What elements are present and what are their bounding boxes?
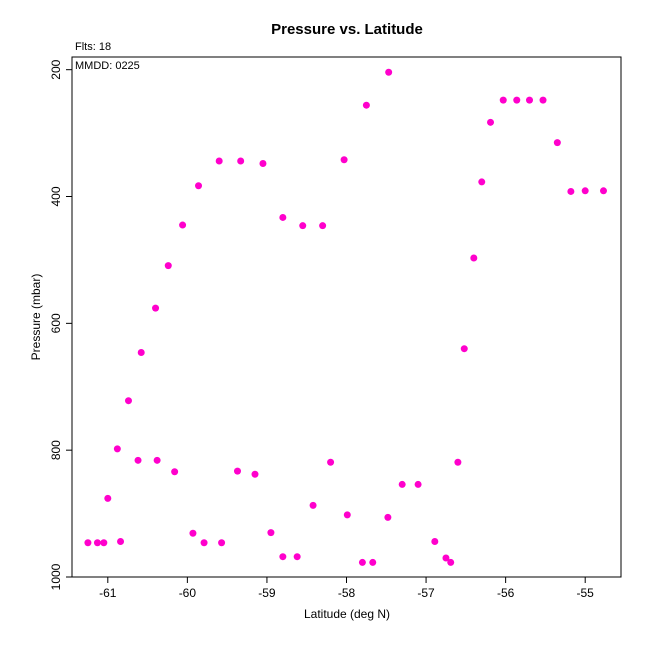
data-point bbox=[539, 96, 547, 104]
data-point bbox=[447, 558, 455, 566]
data-point bbox=[279, 213, 287, 221]
data-point bbox=[513, 96, 521, 104]
data-point bbox=[153, 456, 161, 464]
data-point bbox=[309, 501, 317, 509]
y-tick-label: 600 bbox=[49, 313, 63, 333]
data-point bbox=[581, 187, 589, 195]
data-point bbox=[343, 511, 351, 519]
data-point bbox=[137, 349, 145, 357]
data-point bbox=[279, 553, 287, 561]
data-point bbox=[218, 539, 226, 547]
data-point bbox=[104, 494, 112, 502]
data-point bbox=[567, 187, 575, 195]
data-point bbox=[84, 539, 92, 547]
data-point bbox=[117, 537, 125, 545]
x-tick-label: -56 bbox=[497, 586, 515, 600]
x-axis-label: Latitude (deg N) bbox=[304, 607, 390, 621]
data-point bbox=[454, 458, 462, 466]
x-tick-label: -60 bbox=[179, 586, 197, 600]
data-point bbox=[385, 68, 393, 76]
data-point bbox=[215, 157, 223, 165]
y-axis: 200 400 600 800 1000 bbox=[49, 59, 72, 590]
data-point bbox=[384, 513, 392, 521]
data-point bbox=[431, 537, 439, 545]
data-point bbox=[470, 254, 478, 262]
data-point bbox=[171, 468, 179, 476]
data-point bbox=[478, 178, 486, 186]
data-point bbox=[267, 529, 275, 537]
data-point bbox=[553, 139, 561, 147]
data-point bbox=[499, 96, 507, 104]
y-tick-label: 400 bbox=[49, 186, 63, 206]
data-point bbox=[319, 222, 327, 230]
data-point bbox=[251, 470, 259, 478]
data-point bbox=[200, 539, 208, 547]
data-point bbox=[100, 539, 108, 547]
data-point bbox=[195, 182, 203, 190]
plot-frame bbox=[71, 56, 622, 578]
data-point bbox=[327, 458, 335, 466]
data-points bbox=[84, 68, 607, 566]
data-point bbox=[442, 554, 450, 562]
data-point bbox=[93, 539, 101, 547]
data-point bbox=[414, 480, 422, 488]
flights-annotation: Flts: 18 bbox=[75, 41, 111, 53]
data-point bbox=[237, 157, 245, 165]
data-point bbox=[233, 467, 241, 475]
data-point bbox=[398, 480, 406, 488]
y-tick-label: 800 bbox=[49, 440, 63, 460]
y-axis-label: Pressure (mbar) bbox=[29, 274, 43, 361]
x-tick-label: -55 bbox=[577, 586, 595, 600]
date-annotation: MMDD: 0225 bbox=[75, 60, 140, 72]
data-point bbox=[340, 156, 348, 164]
data-point bbox=[179, 221, 187, 229]
data-point bbox=[113, 445, 121, 453]
x-axis: -61 -60 -59 -58 -57 -56 -55 bbox=[99, 577, 594, 600]
data-point bbox=[259, 160, 267, 168]
y-tick-label: 200 bbox=[49, 59, 63, 79]
data-point bbox=[369, 558, 377, 566]
data-point bbox=[293, 553, 301, 561]
x-tick-label: -58 bbox=[338, 586, 356, 600]
data-point bbox=[460, 345, 468, 353]
data-point bbox=[152, 304, 160, 312]
data-point bbox=[358, 558, 366, 566]
x-tick-label: -57 bbox=[417, 586, 435, 600]
data-point bbox=[164, 262, 172, 270]
data-point bbox=[526, 96, 533, 104]
data-point bbox=[134, 456, 142, 464]
data-point bbox=[299, 222, 307, 230]
x-tick-label: -59 bbox=[258, 586, 276, 600]
data-point bbox=[189, 529, 197, 537]
y-tick-label: 1000 bbox=[49, 563, 63, 590]
data-point bbox=[124, 397, 132, 405]
x-tick-label: -61 bbox=[99, 586, 117, 600]
chart-title: Pressure vs. Latitude bbox=[271, 21, 423, 38]
data-point bbox=[599, 187, 607, 195]
data-point bbox=[487, 118, 495, 126]
data-point bbox=[362, 101, 370, 109]
